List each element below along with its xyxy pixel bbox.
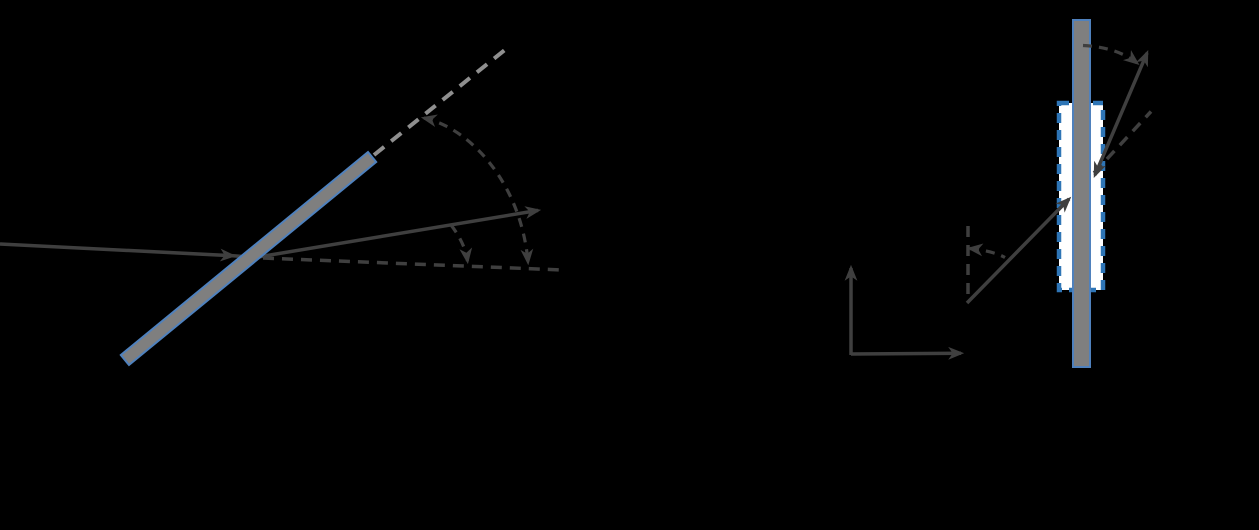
diffracted-ray-double-arrow [1093,50,1149,178]
grating-tilt-angle-arc [420,114,534,266]
grating-bar [119,150,378,367]
grating-plane-extension-dashed [372,43,513,157]
incidence-angle-arc [966,243,1006,259]
right-panel-vertical-grating [844,19,1153,368]
incident-ray-arrow [965,196,1072,305]
left-panel-tilted-grating [0,43,564,367]
grating-bar [1072,19,1091,368]
incident-ray-arrow [0,242,258,262]
x-axis-arrow [850,346,965,360]
zero-order-dashed-line [262,256,564,272]
grating-angle-arc [1082,43,1140,65]
diffraction-angle-arc [449,224,473,265]
